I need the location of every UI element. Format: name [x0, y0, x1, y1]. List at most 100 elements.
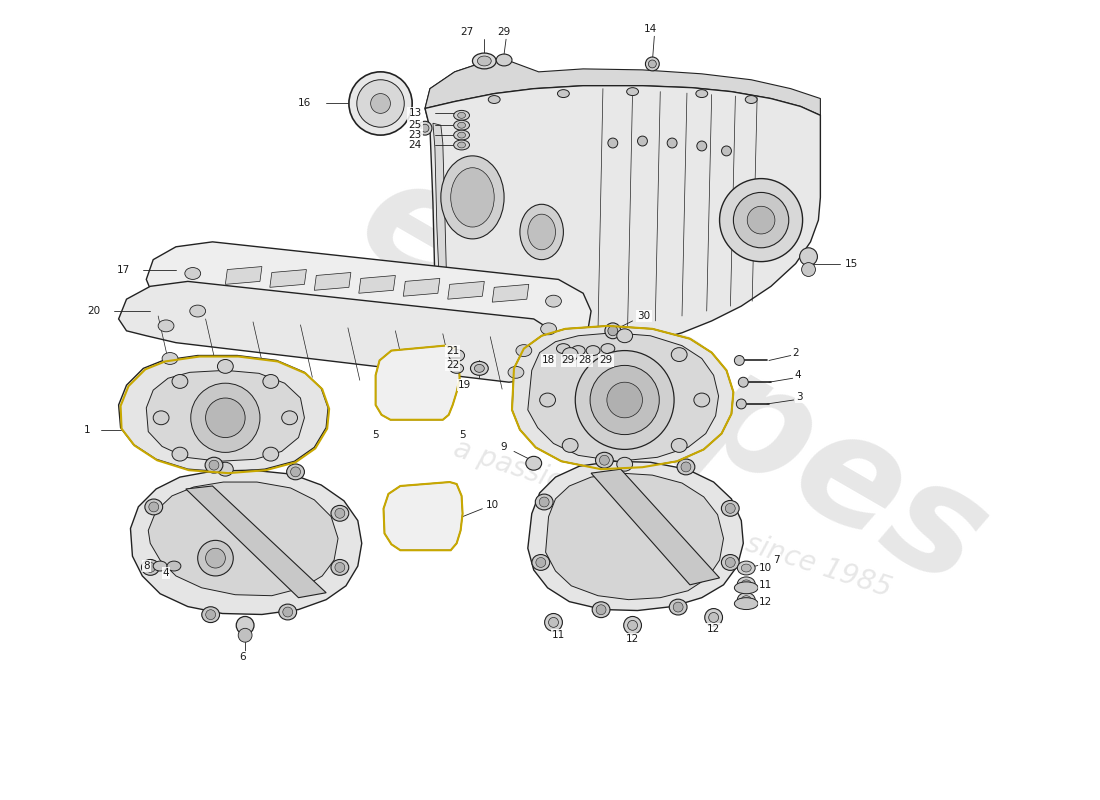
Ellipse shape	[278, 604, 297, 620]
Ellipse shape	[741, 596, 751, 604]
Polygon shape	[492, 284, 529, 302]
Ellipse shape	[696, 141, 706, 151]
Ellipse shape	[218, 462, 233, 476]
Ellipse shape	[488, 95, 501, 103]
Ellipse shape	[371, 94, 390, 114]
Ellipse shape	[678, 459, 695, 475]
Ellipse shape	[449, 350, 464, 362]
Ellipse shape	[458, 132, 465, 138]
Text: 9: 9	[500, 442, 507, 453]
Ellipse shape	[571, 346, 585, 355]
Ellipse shape	[418, 122, 432, 135]
Ellipse shape	[617, 458, 632, 471]
Polygon shape	[425, 59, 504, 128]
Ellipse shape	[206, 398, 245, 438]
Ellipse shape	[496, 54, 512, 66]
Ellipse shape	[153, 411, 169, 425]
Ellipse shape	[453, 140, 470, 150]
Ellipse shape	[209, 460, 219, 470]
Ellipse shape	[539, 497, 549, 507]
Ellipse shape	[705, 609, 723, 626]
Ellipse shape	[540, 393, 556, 407]
Polygon shape	[131, 470, 362, 614]
Ellipse shape	[738, 378, 748, 387]
Text: a passion for porsche since 1985: a passion for porsche since 1985	[450, 434, 894, 603]
Ellipse shape	[158, 320, 174, 332]
Ellipse shape	[142, 559, 160, 575]
Text: 1: 1	[84, 425, 90, 434]
Text: 22: 22	[447, 361, 460, 370]
Ellipse shape	[474, 365, 484, 372]
Text: 14: 14	[644, 24, 657, 34]
Text: 11: 11	[759, 580, 772, 590]
Ellipse shape	[520, 204, 563, 260]
Ellipse shape	[624, 617, 641, 634]
Ellipse shape	[607, 382, 642, 418]
Text: 12: 12	[707, 624, 721, 634]
Ellipse shape	[646, 57, 659, 71]
Ellipse shape	[735, 582, 758, 594]
Ellipse shape	[669, 599, 688, 615]
Ellipse shape	[737, 577, 755, 590]
Ellipse shape	[544, 614, 562, 631]
Ellipse shape	[741, 564, 751, 572]
Ellipse shape	[627, 88, 638, 95]
Text: 3: 3	[795, 392, 802, 402]
Ellipse shape	[722, 554, 739, 570]
Ellipse shape	[172, 374, 188, 388]
Polygon shape	[404, 278, 440, 296]
Ellipse shape	[549, 618, 559, 627]
Ellipse shape	[458, 122, 465, 128]
Ellipse shape	[648, 60, 657, 68]
Ellipse shape	[190, 305, 206, 317]
Ellipse shape	[722, 146, 732, 156]
Text: 25: 25	[408, 120, 421, 130]
Polygon shape	[528, 462, 744, 610]
Ellipse shape	[737, 561, 755, 575]
Ellipse shape	[453, 130, 470, 140]
Ellipse shape	[558, 90, 570, 98]
Ellipse shape	[153, 561, 167, 571]
Polygon shape	[186, 486, 327, 598]
Ellipse shape	[458, 112, 465, 118]
Ellipse shape	[595, 452, 614, 468]
Ellipse shape	[735, 355, 745, 366]
Ellipse shape	[453, 110, 470, 120]
Ellipse shape	[334, 562, 344, 572]
Ellipse shape	[681, 462, 691, 472]
Ellipse shape	[601, 344, 615, 354]
Text: 13: 13	[408, 108, 421, 118]
Ellipse shape	[198, 540, 233, 576]
Polygon shape	[512, 326, 734, 469]
Text: 2: 2	[793, 347, 800, 358]
Ellipse shape	[671, 348, 688, 362]
Polygon shape	[146, 242, 591, 346]
Polygon shape	[448, 282, 484, 299]
Text: 15: 15	[845, 258, 858, 269]
Polygon shape	[433, 123, 588, 346]
Ellipse shape	[441, 156, 504, 239]
Ellipse shape	[331, 559, 349, 575]
Text: 29: 29	[562, 355, 575, 366]
Ellipse shape	[239, 628, 252, 642]
Text: 18: 18	[542, 355, 556, 366]
Polygon shape	[119, 355, 328, 472]
Ellipse shape	[218, 359, 233, 374]
Ellipse shape	[349, 72, 412, 135]
Ellipse shape	[172, 447, 188, 461]
Ellipse shape	[206, 548, 225, 568]
Ellipse shape	[528, 214, 556, 250]
Text: 30: 30	[638, 311, 651, 321]
Ellipse shape	[453, 120, 470, 130]
Text: 17: 17	[117, 265, 130, 274]
Ellipse shape	[162, 353, 178, 365]
Text: 23: 23	[408, 130, 421, 140]
Text: 28: 28	[579, 355, 592, 366]
Ellipse shape	[185, 267, 200, 279]
Text: 29: 29	[600, 355, 613, 366]
Ellipse shape	[458, 142, 465, 148]
Ellipse shape	[708, 613, 718, 622]
Ellipse shape	[694, 393, 710, 407]
Polygon shape	[226, 266, 262, 284]
Ellipse shape	[671, 438, 688, 452]
